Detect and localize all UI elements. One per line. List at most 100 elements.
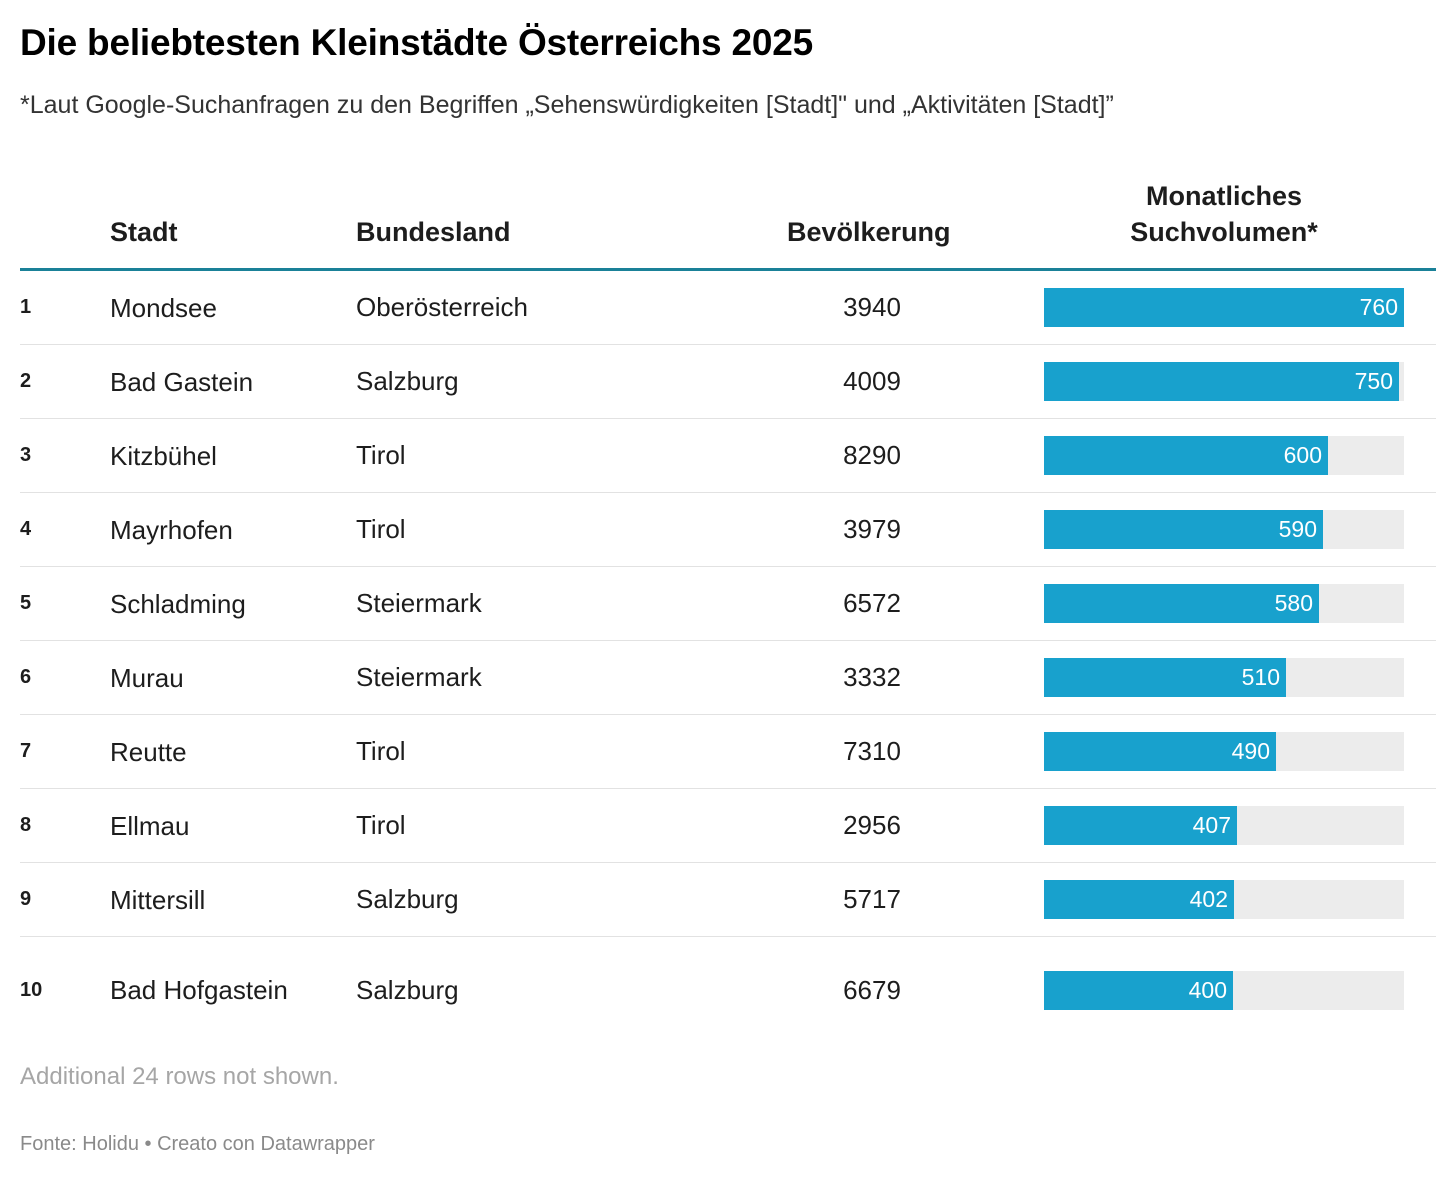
rank-cell: 4 xyxy=(20,518,32,540)
rank-cell: 9 xyxy=(20,888,32,910)
table-row: 2 Bad Gastein Salzburg 4009 750 xyxy=(20,345,1436,419)
volume-cell: 760 xyxy=(1044,271,1404,344)
rank-cell: 5 xyxy=(20,592,32,614)
city-cell: Kitzbühel xyxy=(110,440,217,471)
source-footer: Fonte: Holidu • Creato con Datawrapper xyxy=(20,1133,375,1155)
population-cell: 6572 xyxy=(843,588,901,618)
state-cell: Oberösterreich xyxy=(356,292,528,322)
city-cell: Murau xyxy=(110,662,184,693)
population-cell: 8290 xyxy=(843,440,901,470)
column-header-volume: Monatliches Suchvolumen* xyxy=(1044,178,1404,250)
volume-bar-track: 402 xyxy=(1044,880,1404,919)
table-row: 4 Mayrhofen Tirol 3979 590 xyxy=(20,493,1436,567)
state-cell: Tirol xyxy=(356,440,406,470)
data-table: Stadt Bundesland Bevölkerung Monatliches… xyxy=(20,170,1436,1043)
volume-bar-track: 510 xyxy=(1044,658,1404,697)
rank-cell: 2 xyxy=(20,370,32,392)
state-cell: Tirol xyxy=(356,514,406,544)
city-cell: Mondsee xyxy=(110,292,217,323)
population-cell: 5717 xyxy=(843,884,901,914)
state-cell: Salzburg xyxy=(356,884,459,914)
table-row: 7 Reutte Tirol 7310 490 xyxy=(20,715,1436,789)
chart-subtitle: *Laut Google-Suchanfragen zu den Begriff… xyxy=(20,91,1114,119)
volume-cell: 750 xyxy=(1044,345,1404,418)
population-cell: 4009 xyxy=(843,366,901,396)
population-cell: 7310 xyxy=(843,736,901,766)
column-header-population: Bevölkerung xyxy=(787,217,951,247)
table-header: Stadt Bundesland Bevölkerung Monatliches… xyxy=(20,170,1436,271)
volume-bar xyxy=(1044,880,1234,919)
column-header-city: Stadt xyxy=(110,217,178,247)
column-header-volume-line1: Monatliches xyxy=(1145,181,1303,211)
volume-cell: 402 xyxy=(1044,863,1404,936)
volume-bar-label: 600 xyxy=(1283,442,1322,468)
volume-bar-label: 580 xyxy=(1274,590,1313,616)
volume-cell: 600 xyxy=(1044,419,1404,492)
population-cell: 3332 xyxy=(843,662,901,692)
city-cell: Mayrhofen xyxy=(110,514,233,545)
city-cell: Mittersill xyxy=(110,884,206,915)
volume-bar xyxy=(1044,806,1237,845)
column-header-state: Bundesland xyxy=(356,217,511,247)
table-row: 10 Bad Hofgastein Salzburg 6679 400 xyxy=(20,937,1436,1043)
volume-bar-track: 760 xyxy=(1044,288,1404,327)
volume-bar-track: 590 xyxy=(1044,510,1404,549)
column-header-volume-line2: Suchvolumen* xyxy=(1130,217,1318,247)
rank-cell: 6 xyxy=(20,666,32,688)
table-row: 3 Kitzbühel Tirol 8290 600 xyxy=(20,419,1436,493)
rank-cell: 1 xyxy=(20,296,32,318)
city-cell: Bad Gastein xyxy=(110,366,254,397)
volume-bar-label: 402 xyxy=(1189,886,1228,912)
table-row: 9 Mittersill Salzburg 5717 402 xyxy=(20,863,1436,937)
volume-bar-label: 407 xyxy=(1192,812,1231,838)
volume-bar xyxy=(1044,510,1323,549)
volume-bar-label: 400 xyxy=(1188,976,1227,1003)
state-cell: Tirol xyxy=(356,810,406,840)
volume-bar-label: 750 xyxy=(1354,368,1393,394)
population-cell: 2956 xyxy=(843,810,901,840)
volume-bar xyxy=(1044,436,1328,475)
volume-cell: 407 xyxy=(1044,789,1404,862)
population-cell: 3940 xyxy=(843,292,901,322)
state-cell: Salzburg xyxy=(356,974,459,1005)
table-body: 1 Mondsee Oberösterreich 3940 760 2 Bad Gastei… xyxy=(20,271,1436,1043)
rank-cell: 3 xyxy=(20,444,32,466)
volume-bar-label: 490 xyxy=(1231,738,1270,764)
population-cell: 6679 xyxy=(843,974,901,1005)
rows-hidden-note: Additional 24 rows not shown. xyxy=(20,1063,339,1090)
volume-cell: 510 xyxy=(1044,641,1404,714)
state-cell: Steiermark xyxy=(356,662,482,692)
volume-cell: 490 xyxy=(1044,715,1404,788)
volume-bar-track: 407 xyxy=(1044,806,1404,845)
volume-bar-track: 580 xyxy=(1044,584,1404,623)
table-row: 6 Murau Steiermark 3332 510 xyxy=(20,641,1436,715)
state-cell: Steiermark xyxy=(356,588,482,618)
population-cell: 3979 xyxy=(843,514,901,544)
rank-cell: 8 xyxy=(20,814,32,836)
volume-bar-track: 400 xyxy=(1044,970,1404,1010)
table-row: 5 Schladming Steiermark 6572 580 xyxy=(20,567,1436,641)
volume-bar xyxy=(1044,288,1404,327)
table-row: 1 Mondsee Oberösterreich 3940 760 xyxy=(20,271,1436,345)
state-cell: Salzburg xyxy=(356,366,459,396)
volume-bar-label: 510 xyxy=(1241,664,1280,690)
chart-title: Die beliebtesten Kleinstädte Österreichs… xyxy=(20,22,814,63)
city-cell: Bad Hofgastein xyxy=(110,975,288,1005)
volume-bar-track: 750 xyxy=(1044,362,1404,401)
volume-bar xyxy=(1044,362,1399,401)
volume-cell: 580 xyxy=(1044,567,1404,640)
city-cell: Reutte xyxy=(110,736,187,767)
volume-bar-label: 760 xyxy=(1359,294,1398,320)
rank-cell: 7 xyxy=(20,740,32,762)
rank-cell: 10 xyxy=(20,978,43,1001)
volume-bar xyxy=(1044,970,1233,1010)
volume-bar xyxy=(1044,658,1286,697)
volume-bar-track: 490 xyxy=(1044,732,1404,771)
volume-cell: 590 xyxy=(1044,493,1404,566)
table-row: 8 Ellmau Tirol 2956 407 xyxy=(20,789,1436,863)
city-cell: Ellmau xyxy=(110,810,190,841)
city-cell: Schladming xyxy=(110,588,246,619)
volume-bar xyxy=(1044,732,1276,771)
volume-bar-label: 590 xyxy=(1278,516,1317,542)
volume-bar-track: 600 xyxy=(1044,436,1404,475)
